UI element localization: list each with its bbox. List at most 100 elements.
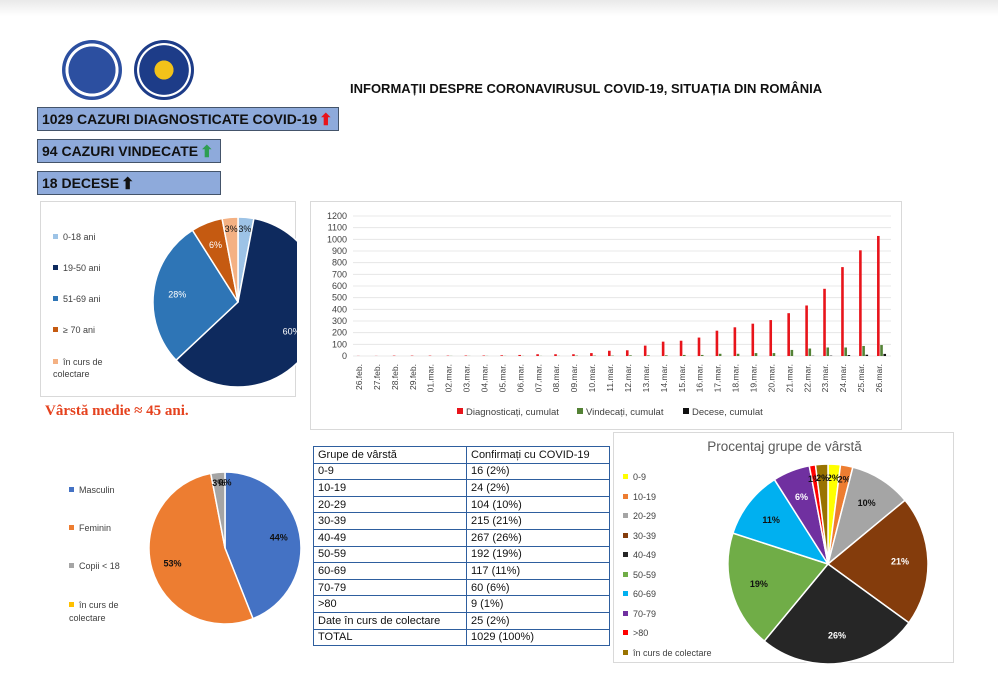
- age-pie-slice-4: [221, 216, 239, 303]
- age-percent-pie-label-0: 2%: [827, 473, 840, 483]
- bar-1-25: [808, 348, 812, 356]
- arrow-up-green-icon: ⬆: [200, 144, 214, 161]
- bar-1-18: [682, 354, 686, 356]
- bar-1-24: [790, 349, 794, 356]
- bar-legend-swatch-2: [683, 408, 689, 414]
- bar-1-21: [736, 353, 740, 356]
- bar-0-17: [661, 341, 665, 356]
- table-row: 0-9 16 (2%): [313, 462, 610, 481]
- age-percent-pie-legend-6: 60-69: [623, 589, 656, 599]
- average-age: Vârstă medie ≈ 45 ani.: [45, 403, 189, 419]
- bar-x-tick: 18.mar.: [731, 364, 741, 392]
- sex-pie-label-1: 53%: [163, 558, 181, 568]
- age-percent-pie-slice-6: [731, 478, 830, 566]
- bar-0-25: [805, 305, 808, 356]
- age-percent-pie-slice-4: [763, 562, 910, 664]
- bar-x-tick: 11.mar.: [605, 364, 615, 392]
- bar-x-tick: 05.mar.: [497, 364, 507, 392]
- age-pie-label-1: 60%: [283, 327, 297, 337]
- bar-y-tick: 600: [332, 281, 347, 291]
- age-pie-label-4: 3%: [225, 224, 238, 234]
- sex-pie-panel: Masculin Feminin Copii < 18 în curs de c…: [40, 436, 305, 666]
- confirmed-cell: 267 (26%): [466, 528, 610, 547]
- bar-x-tick: 01.mar.: [426, 364, 436, 392]
- ministry-coat-of-arms: [134, 40, 194, 100]
- age-percent-pie-panel: Procentaj grupe de vârstă 0-9 10-19 20-29 3…: [613, 432, 954, 664]
- bar-x-tick: 25.mar.: [856, 364, 866, 392]
- bar-x-tick: 16.mar.: [695, 364, 705, 392]
- bar-x-tick: 06.mar.: [515, 364, 525, 392]
- bar-0-23: [769, 320, 773, 356]
- bar-1-15: [629, 355, 632, 356]
- bar-x-tick: 19.mar.: [749, 364, 759, 392]
- bar-0-24: [787, 313, 790, 356]
- age-percent-pie-label-5: 19%: [750, 579, 768, 589]
- age-group-cell: 60-69: [313, 562, 467, 580]
- table-row: 10-19 24 (2%): [313, 479, 610, 497]
- age-percent-pie-label-1: 2%: [838, 475, 851, 485]
- bar-1-16: [647, 355, 650, 356]
- age-percent-pie-chart: 2%2%10%21%26%19%11%6%1%2%: [727, 463, 929, 664]
- arrow-up-red-icon: ⬆: [319, 112, 333, 129]
- recovered-stat-label: 94 CAZURI VINDECATE: [42, 143, 199, 159]
- bar-x-tick: 21.mar.: [784, 364, 794, 392]
- bar-1-17: [665, 355, 668, 356]
- bar-x-tick: 09.mar.: [569, 364, 579, 392]
- cumulative-bar-panel: 0 100 200 300 400 500 600 700 800 900 1000 1100 1200…: [310, 201, 902, 430]
- confirmed-cell: 16 (2%): [466, 462, 610, 481]
- age-percent-pie-label-2: 10%: [858, 498, 876, 508]
- bar-2-29: [883, 353, 887, 356]
- bar-0-27: [841, 267, 844, 356]
- bar-x-tick: 17.mar.: [713, 364, 723, 392]
- confirmed-cell: 1029 (100%): [466, 628, 610, 647]
- bar-0-8: [500, 355, 504, 356]
- bar-x-tick: 26.feb.: [354, 364, 364, 390]
- bar-1-28: [862, 345, 865, 356]
- age-percent-pie-legend-0: 0-9: [623, 472, 646, 482]
- bar-x-tick: 20.mar.: [766, 364, 776, 392]
- sex-pie-slice-2: [209, 471, 226, 549]
- age-pie-slice-1: [174, 217, 297, 388]
- age-pie-label-2: 28%: [168, 289, 186, 299]
- confirmed-cell: 24 (2%): [466, 479, 610, 497]
- bar-y-tick: 100: [332, 339, 347, 349]
- sex-pie-slice-0: [224, 471, 302, 620]
- bar-0-19: [697, 337, 701, 356]
- deaths-stat-label: 18 DECESE: [42, 175, 120, 191]
- bar-x-tick: 23.mar.: [820, 364, 830, 392]
- table-row: >80 9 (1%): [313, 595, 610, 613]
- age-percent-pie-slice-5: [727, 532, 830, 643]
- bar-1-20: [718, 353, 722, 356]
- bar-0-11: [554, 354, 557, 356]
- page-title: INFORMAȚII DESPRE CORONAVIRUSUL COVID-19…: [350, 81, 823, 96]
- age-pie-legend-4: în curs de colectare: [53, 357, 103, 379]
- bar-1-19: [700, 354, 704, 356]
- bar-0-13: [590, 353, 593, 356]
- bar-2-28: [865, 354, 869, 356]
- sex-pie-legend-2: Copii < 18: [69, 561, 120, 571]
- bar-1-22: [754, 353, 758, 356]
- bar-y-tick: 1200: [327, 211, 347, 221]
- bar-x-tick: 28.feb.: [390, 364, 400, 390]
- age-pie-label-3: 6%: [209, 240, 222, 250]
- government-logo: [62, 40, 122, 100]
- arrow-up-black-icon: ⬆: [121, 176, 135, 193]
- bar-x-tick: 13.mar.: [641, 364, 651, 392]
- confirmed-cell: 60 (6%): [466, 578, 610, 597]
- deaths-stat: 18 DECESE ⬆: [37, 171, 221, 195]
- bar-x-tick: 22.mar.: [802, 364, 812, 392]
- bar-x-tick: 08.mar.: [551, 364, 561, 392]
- age-group-cell: Date în curs de colectare: [313, 611, 467, 630]
- confirmed-cell: 117 (11%): [466, 562, 610, 580]
- recovered-stat: 94 CAZURI VINDECATE ⬆: [37, 139, 221, 163]
- confirmed-cell: 104 (10%): [466, 495, 610, 514]
- bar-x-tick: 14.mar.: [659, 364, 669, 392]
- bar-legend-swatch-0: [457, 408, 463, 414]
- bar-y-tick: 800: [332, 258, 347, 268]
- bar-0-26: [823, 288, 826, 356]
- bar-1-23: [772, 353, 776, 356]
- bar-x-tick: 15.mar.: [677, 364, 687, 392]
- bar-0-29: [877, 235, 880, 356]
- age-pie-slice-2: [152, 229, 239, 362]
- age-percent-pie-legend-9: în curs de colectare: [623, 648, 712, 658]
